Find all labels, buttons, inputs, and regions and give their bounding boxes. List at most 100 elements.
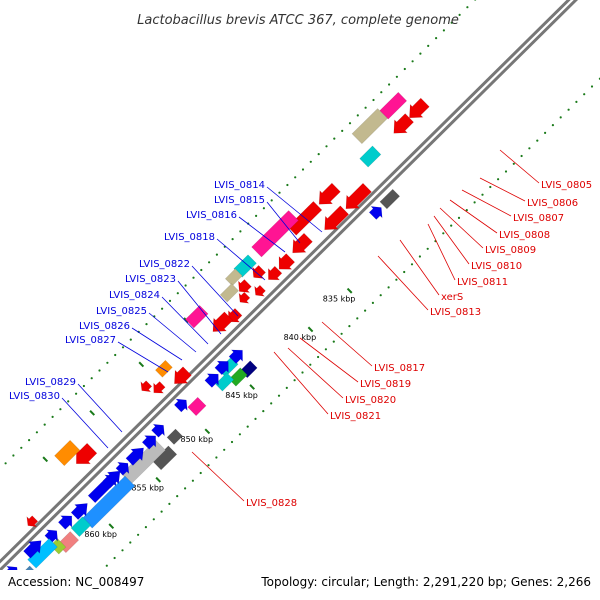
grid-dot	[144, 526, 147, 529]
gene-label[interactable]: LVIS_0811	[457, 277, 508, 288]
grid-dot	[121, 549, 124, 552]
tick-mark	[307, 326, 314, 333]
grid-dot	[145, 323, 148, 326]
grid-dot	[286, 183, 289, 187]
grid-dot	[426, 247, 429, 250]
gene-label[interactable]: LVIS_0810	[471, 261, 522, 272]
grid-dot	[230, 440, 234, 444]
gene-label[interactable]: LVIS_0830	[9, 391, 60, 402]
gene-arrow	[140, 380, 153, 393]
gene-label[interactable]: LVIS_0814	[214, 180, 265, 191]
gene-arrow	[345, 182, 372, 210]
gene-label[interactable]: LVIS_0823	[125, 274, 176, 285]
gene-arrow	[238, 279, 252, 293]
grid-dot	[544, 131, 547, 134]
gene-arrow	[324, 205, 350, 231]
gene-label[interactable]: LVIS_0807	[513, 213, 564, 224]
grid-dot	[567, 108, 570, 111]
grid-dot	[270, 199, 273, 202]
grid-dot	[418, 255, 421, 258]
gene-label[interactable]: LVIS_0827	[65, 335, 116, 346]
grid-dot	[270, 402, 273, 405]
grid-dot	[238, 433, 241, 436]
gene-label[interactable]: LVIS_0822	[139, 259, 190, 270]
grid-dot	[176, 495, 179, 498]
gene-label[interactable]: LVIS_0815	[214, 195, 265, 206]
grid-dot	[106, 361, 109, 364]
grid-dot	[294, 176, 297, 179]
gene-label[interactable]: LVIS_0826	[79, 321, 130, 332]
gene-arrow	[26, 515, 39, 528]
grid-dot	[223, 448, 226, 451]
gene-label[interactable]: LVIS_0818	[164, 232, 215, 243]
label-leader	[399, 239, 440, 296]
grid-dot	[559, 116, 562, 119]
gene-label[interactable]: LVIS_0824	[109, 290, 160, 301]
tick-mark	[89, 410, 96, 416]
grid-dot	[466, 6, 469, 9]
label-leader	[266, 186, 323, 233]
gene-label[interactable]: LVIS_0817	[374, 363, 425, 374]
gene-label[interactable]: LVIS_0805	[541, 180, 592, 191]
gene-arrow	[393, 113, 415, 134]
grid-dot	[301, 168, 305, 171]
grid-dot	[442, 232, 445, 235]
grid-dot	[184, 284, 187, 287]
gene-label[interactable]: LVIS_0816	[186, 210, 237, 221]
gene-labels: LVIS_0814 LVIS_0815 LVIS_0816 LVIS_0818 LVIS…	[9, 149, 592, 509]
grid-dot	[301, 371, 304, 374]
tick-label: 840 kbp	[284, 333, 317, 342]
grid-dot	[184, 487, 187, 490]
gene-label[interactable]: LVIS_0825	[96, 306, 147, 317]
grid-dot	[231, 238, 234, 241]
gene-label[interactable]: LVIS_0829	[25, 377, 76, 388]
gene-box	[224, 268, 243, 287]
grid-dot	[82, 384, 85, 388]
gene-arrow	[214, 360, 229, 376]
map-title: Lactobacillus brevis ATCC 367, complete …	[137, 13, 459, 28]
grid-dot	[551, 124, 555, 127]
tick-mark	[42, 456, 49, 463]
grid-dot	[113, 556, 116, 560]
grid-dot	[200, 268, 203, 272]
gene-arrow	[141, 435, 157, 450]
gene-arrow	[75, 442, 98, 465]
gene-label[interactable]: LVIS_0819	[360, 379, 411, 390]
gene-label[interactable]: LVIS_0806	[527, 198, 578, 209]
label-leader	[177, 280, 222, 335]
label-leader	[273, 351, 329, 415]
label-leader	[433, 215, 470, 265]
gene-label[interactable]: LVIS_0828	[246, 498, 297, 509]
gene-arrow	[252, 264, 267, 279]
tick-mark	[155, 476, 162, 483]
gene-label[interactable]: xerS	[441, 292, 463, 303]
gene-arrow	[278, 253, 296, 270]
grid-dot	[450, 21, 453, 24]
gene-arrow	[254, 284, 266, 297]
grid-dot	[520, 154, 523, 158]
grid-dot	[333, 137, 336, 140]
grid-dot	[536, 139, 539, 142]
gene-label[interactable]: LVIS_0820	[345, 395, 396, 406]
gene-label[interactable]: LVIS_0808	[499, 230, 550, 241]
grid-dot	[129, 338, 132, 341]
gene-label[interactable]: LVIS_0821	[330, 411, 381, 422]
gene-label[interactable]: LVIS_0809	[485, 245, 536, 256]
grid-dot	[207, 464, 210, 467]
grid-dot	[208, 261, 211, 264]
gene-arrow	[204, 373, 219, 388]
grid-dot	[192, 276, 195, 279]
grid-dot	[528, 147, 531, 150]
gene-box	[379, 91, 408, 120]
label-leader	[191, 265, 239, 317]
grid-dot	[379, 294, 382, 297]
gene-label[interactable]: LVIS_0813	[430, 307, 481, 318]
gene-box	[154, 359, 173, 378]
grid-dot	[121, 346, 125, 349]
grid-dot	[364, 106, 367, 109]
grid-dot	[51, 415, 54, 418]
grid-dot	[129, 541, 132, 544]
grid-dot	[372, 98, 375, 102]
grid-dot	[356, 317, 359, 320]
